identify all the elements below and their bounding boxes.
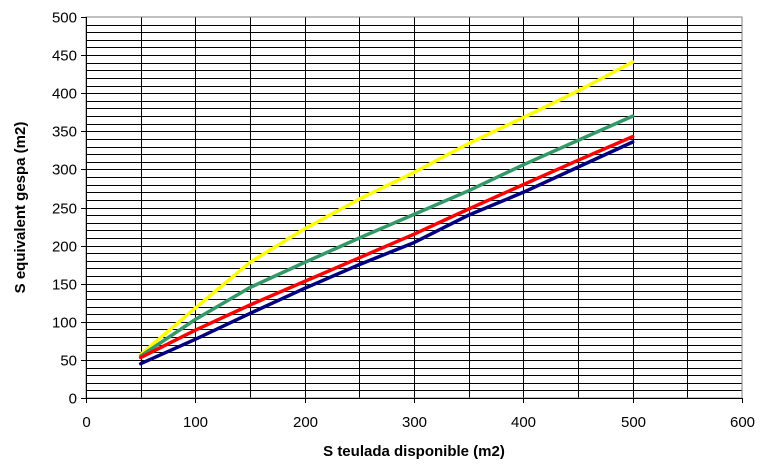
axes — [81, 17, 743, 403]
y-tick-label: 100 — [52, 315, 77, 332]
series-lines — [138, 60, 635, 366]
x-tick-label: 600 — [730, 414, 755, 431]
y-axis-title: S equivalent gespa (m2) — [12, 122, 29, 294]
x-tick-label: 400 — [511, 414, 536, 431]
series-line-2 — [138, 114, 635, 358]
x-tick-label: 300 — [402, 414, 427, 431]
x-tick-label: 100 — [183, 414, 208, 431]
y-tick-label: 200 — [52, 239, 77, 256]
series-line-3 — [138, 134, 635, 360]
y-tick-label: 350 — [52, 124, 77, 141]
y-tick-label: 150 — [52, 277, 77, 294]
y-tick-label: 450 — [52, 48, 77, 65]
x-tick-label: 500 — [621, 414, 646, 431]
y-tick-label: 400 — [52, 86, 77, 103]
tick-labels: 0 50 100 150 200 250 300 350 400 450 500 0 100 200 300… — [52, 10, 755, 432]
x-axis-title: S teulada disponible (m2) — [323, 443, 505, 460]
series-line-1 — [138, 60, 635, 357]
y-tick-label: 300 — [52, 162, 77, 179]
y-tick-label: 250 — [52, 201, 77, 218]
x-tick-label: 200 — [293, 414, 318, 431]
y-tick-label: 0 — [69, 391, 77, 408]
series-line-4 — [138, 140, 635, 366]
y-tick-label: 500 — [52, 10, 77, 27]
x-tick-label: 0 — [82, 414, 90, 431]
y-tick-label: 50 — [60, 353, 77, 370]
